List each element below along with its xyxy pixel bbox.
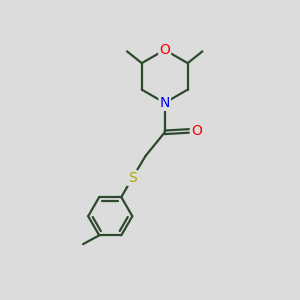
Text: O: O <box>159 43 170 57</box>
Text: N: N <box>160 96 170 110</box>
Text: S: S <box>128 171 137 185</box>
Text: O: O <box>191 124 202 138</box>
